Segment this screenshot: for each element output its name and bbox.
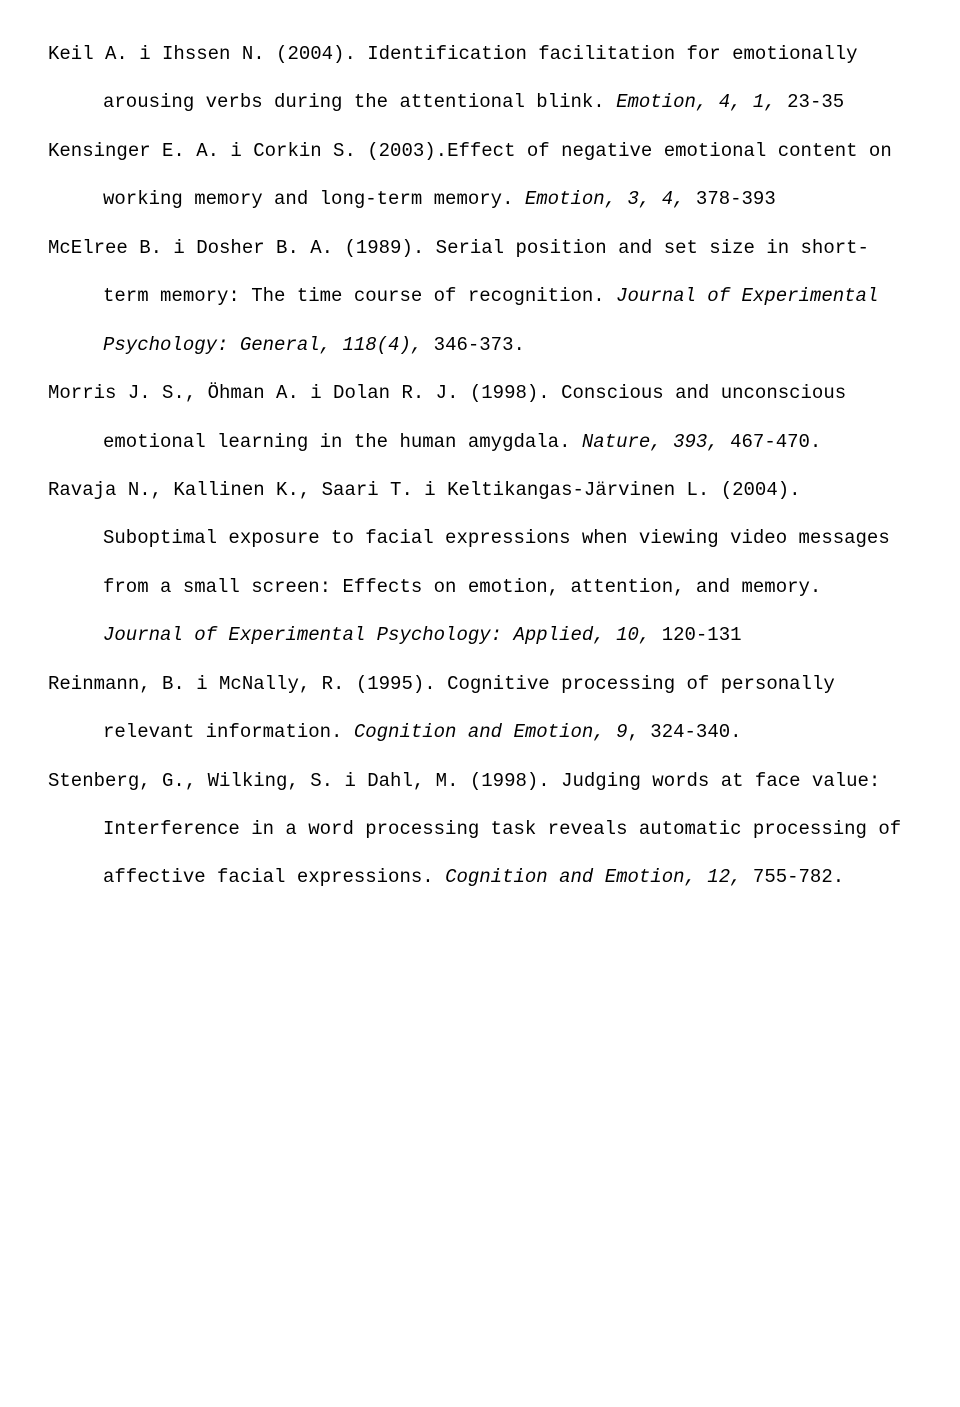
reference-entry: Ravaja N., Kallinen K., Saari T. i Kelti… — [48, 466, 912, 660]
reference-text-post: 467-470. — [719, 431, 822, 453]
reference-text-post: 755-782. — [742, 866, 845, 888]
reference-text-italic: Cognition and Emotion, 9 — [354, 721, 628, 743]
reference-text-post: 378-393 — [685, 188, 776, 210]
reference-entry: Kensinger E. A. i Corkin S. (2003).Effec… — [48, 127, 912, 224]
reference-text-post: , 324-340. — [628, 721, 742, 743]
reference-entry: Keil A. i Ihssen N. (2004). Identificati… — [48, 30, 912, 127]
reference-text-italic: Emotion, 4, 1, — [616, 91, 776, 113]
reference-text-post: 120-131 — [650, 624, 741, 646]
reference-entry: Reinmann, B. i McNally, R. (1995). Cogni… — [48, 660, 912, 757]
reference-text-post: 23-35 — [776, 91, 844, 113]
reference-entry: McElree B. i Dosher B. A. (1989). Serial… — [48, 224, 912, 369]
reference-text-pre: Ravaja N., Kallinen K., Saari T. i Kelti… — [48, 479, 890, 598]
reference-text-italic: Journal of Experimental Psychology: Appl… — [103, 624, 650, 646]
reference-entry: Morris J. S., Öhman A. i Dolan R. J. (19… — [48, 369, 912, 466]
reference-text-italic: Emotion, 3, 4, — [525, 188, 685, 210]
reference-text-italic: Cognition and Emotion, 12, — [445, 866, 741, 888]
reference-entry: Stenberg, G., Wilking, S. i Dahl, M. (19… — [48, 757, 912, 902]
reference-text-italic: Nature, 393, — [582, 431, 719, 453]
reference-text-post: 346-373. — [422, 334, 525, 356]
